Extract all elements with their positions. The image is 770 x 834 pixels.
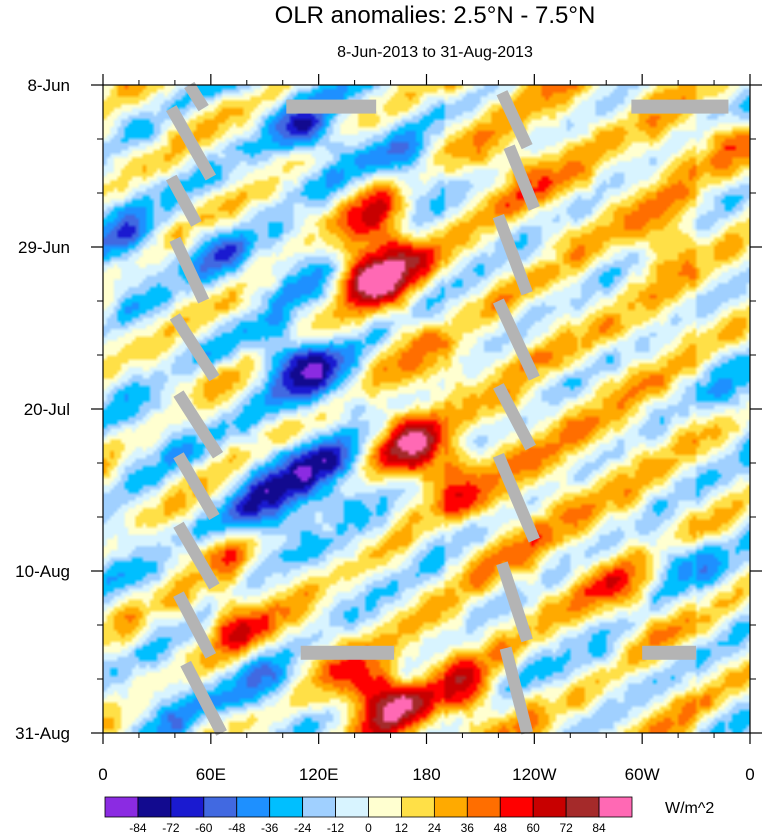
x-tick-label: 180 — [412, 765, 440, 784]
colorbar-level-label: 24 — [428, 821, 442, 834]
chart-subtitle: 8-Jun-2013 to 31-Aug-2013 — [337, 44, 533, 61]
colorbar-level-label: -72 — [162, 821, 180, 834]
colorbar-level-label: -24 — [294, 821, 312, 834]
colorbar-level-label: 72 — [559, 821, 573, 834]
colorbar-swatch — [466, 796, 501, 818]
colorbar-swatch — [236, 796, 271, 818]
colorbar-level-label: -60 — [195, 821, 213, 834]
plot-area — [102, 81, 751, 736]
x-tick-label: 120E — [299, 765, 339, 784]
missing-data-layer — [166, 81, 729, 736]
colorbar-swatch — [598, 796, 633, 818]
colorbar-level-label: 60 — [527, 821, 541, 834]
missing-data-streak — [169, 313, 220, 382]
colorbar-level-label: -12 — [327, 821, 345, 834]
colorbar: -84 -72 -60 -48 -36 -24 -12 0 12 24 36 48 60 72 84 — [104, 796, 633, 834]
colorbar-swatch — [335, 796, 369, 818]
missing-data-streak — [496, 561, 533, 643]
missing-data-band — [631, 99, 729, 114]
anomaly-field — [103, 85, 750, 733]
colorbar-swatch — [565, 796, 600, 818]
x-axis: 0 60E 120E 180 120W 60W 0 — [98, 74, 755, 784]
x-tick-label: 0 — [745, 765, 754, 784]
missing-data-streak — [496, 90, 533, 150]
colorbar-swatch — [170, 796, 205, 818]
missing-data-band — [642, 645, 697, 660]
colorbar-level-label: -36 — [261, 821, 279, 834]
colorbar-level-label: 36 — [461, 821, 475, 834]
y-tick-label: 29-Jun — [18, 238, 70, 257]
missing-data-streak — [499, 646, 533, 735]
missing-data-streak — [173, 521, 220, 590]
colorbar-swatch — [104, 796, 139, 818]
chart-title: OLR anomalies: 2.5°N - 7.5°N — [275, 2, 596, 29]
y-axis: 8-Jun 29-Jun 20-Jul 10-Aug 31-Aug — [15, 76, 762, 743]
missing-data-streak — [492, 452, 540, 543]
x-tick-label: 60E — [196, 765, 226, 784]
missing-data-streak — [173, 452, 220, 521]
y-tick-label: 10-Aug — [15, 562, 70, 581]
missing-data-streak — [492, 214, 533, 296]
colorbar-swatch — [499, 796, 534, 818]
y-tick-label: 20-Jul — [24, 400, 70, 419]
missing-data-band — [300, 645, 395, 660]
missing-data-streak — [184, 81, 209, 112]
colorbar-level-label: 0 — [365, 821, 372, 834]
colorbar-level-label: 48 — [494, 821, 508, 834]
x-tick-label: 120W — [512, 765, 556, 784]
missing-data-streak — [166, 174, 202, 227]
colorbar-swatch — [401, 796, 435, 818]
missing-data-streak — [169, 236, 210, 304]
colorbar-swatch — [532, 796, 567, 818]
missing-data-streak — [166, 105, 217, 181]
colorbar-swatch — [302, 796, 336, 818]
missing-data-streak — [180, 660, 227, 736]
missing-data-streak — [492, 298, 540, 381]
colorbar-swatch — [203, 796, 238, 818]
colorbar-level-label: 12 — [395, 821, 409, 834]
colorbar-swatch — [137, 796, 172, 818]
colorbar-swatch — [433, 796, 468, 818]
missing-data-streak — [173, 591, 217, 659]
missing-data-streak — [493, 383, 537, 451]
colorbar-level-label: 84 — [592, 821, 606, 834]
x-tick-label: 60W — [625, 765, 660, 784]
missing-data-band — [286, 99, 377, 114]
y-tick-label: 8-Jun — [27, 76, 70, 95]
y-tick-label: 31-Aug — [15, 724, 70, 743]
missing-data-streak — [173, 390, 224, 459]
colorbar-swatch — [368, 796, 402, 818]
colorbar-level-label: -48 — [228, 821, 246, 834]
colorbar-swatch — [269, 796, 304, 818]
missing-data-streak — [503, 144, 540, 211]
colorbar-units: W/m^2 — [665, 800, 714, 817]
colorbar-level-label: -84 — [129, 821, 147, 834]
x-tick-label: 0 — [98, 765, 107, 784]
